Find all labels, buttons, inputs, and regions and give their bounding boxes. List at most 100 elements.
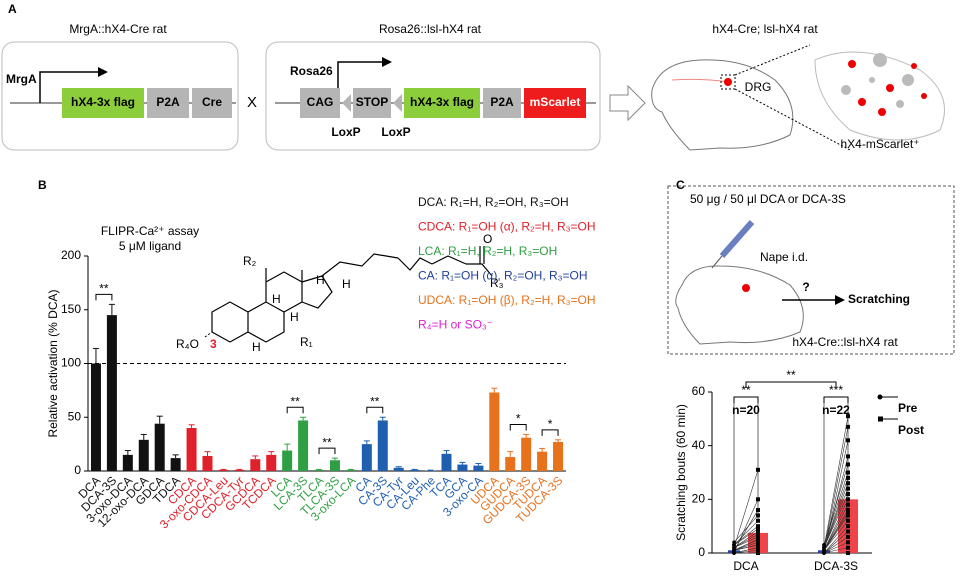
point-pre <box>822 551 826 555</box>
bar <box>170 458 181 471</box>
point-pre <box>732 551 736 555</box>
paired-line <box>733 515 759 543</box>
y-tick-label: 100 <box>61 356 81 370</box>
gene-box <box>192 88 232 118</box>
significance-bracket <box>286 406 304 414</box>
paired-line <box>733 550 759 554</box>
point-post <box>756 551 760 555</box>
gene: STOP <box>356 95 388 109</box>
paired-line <box>733 547 759 554</box>
point-pre <box>822 548 826 553</box>
route: Nape i.d. <box>760 250 808 264</box>
point-post <box>756 529 760 534</box>
paired-line <box>823 440 849 554</box>
structure-label: R₁ <box>300 335 313 349</box>
paired-line <box>733 520 759 546</box>
legend-line: UDCA: R₁=OH (β), R₂=H, R₃=OH <box>418 293 596 307</box>
significance-bracket <box>509 423 527 431</box>
y-tick-label: 20 <box>692 492 706 506</box>
legend-line: CDCA: R₁=OH (α), R₂=H, R₃=OH <box>418 220 596 234</box>
arrow-head <box>382 57 392 67</box>
cross: X <box>247 94 257 111</box>
point-post <box>756 524 760 529</box>
n-label: n=22 <box>822 403 850 417</box>
construct-box <box>1 41 239 151</box>
bar <box>505 457 516 471</box>
legend-label: Post <box>898 423 924 437</box>
gene-box <box>62 88 144 118</box>
paired-line <box>823 499 849 551</box>
bar <box>489 392 500 471</box>
paired-line <box>733 536 759 548</box>
bar <box>441 453 452 471</box>
panel-c: C 50 μg / 50 μl DCA or DCA-3S Nape i.d. … <box>667 178 955 355</box>
significance-label: *** <box>829 383 843 397</box>
panel-letter: C <box>676 178 685 192</box>
structure-label: R₂ <box>243 254 257 268</box>
y-tick-label: 0 <box>698 545 705 559</box>
legend-line: CA: R₁=OH (α), R₂=OH, R₃=OH <box>418 269 588 283</box>
bar <box>186 428 197 471</box>
bar <box>457 464 468 471</box>
point-pre <box>732 548 736 553</box>
paired-line <box>733 499 759 554</box>
point-post <box>756 540 760 545</box>
rat-sketch <box>675 265 804 345</box>
y-tick-label: 60 <box>692 384 706 398</box>
point-post <box>846 545 850 550</box>
paired-line <box>823 488 849 548</box>
paired-line <box>823 531 849 554</box>
paired-line <box>733 469 759 548</box>
significance-bracket <box>541 429 559 436</box>
steroid-structure <box>211 246 493 343</box>
bar <box>154 423 165 471</box>
significance-label: ** <box>99 282 109 296</box>
paired-line <box>823 426 849 551</box>
bar <box>314 469 325 471</box>
bar <box>234 469 245 471</box>
paired-line <box>733 539 759 551</box>
point-post <box>846 534 850 539</box>
drg-label: DRG <box>745 80 772 94</box>
construct-title: Rosa26::lsl-hX4 rat <box>379 22 482 36</box>
point-post <box>756 534 760 539</box>
legend-label: Pre <box>898 401 918 415</box>
gene-box <box>483 88 521 118</box>
outcome: Scratching <box>848 292 910 306</box>
significance-bracket <box>823 396 849 403</box>
y-tick-label: 50 <box>68 409 82 423</box>
legend-line: R₄=H or SO₃⁻ <box>418 318 493 332</box>
point-post <box>846 529 850 534</box>
bar <box>329 460 340 471</box>
dose: 50 μg / 50 μl DCA or DCA-3S <box>690 192 846 206</box>
bar <box>393 467 404 471</box>
point-post <box>756 542 760 547</box>
structure-label: H <box>272 292 281 306</box>
bar <box>361 444 372 471</box>
gene: P2A <box>490 95 514 109</box>
paired-line <box>823 464 849 546</box>
zoom-line <box>734 88 851 151</box>
legend-line: LCA: R₁=H, R₂=H, R₃=OH <box>418 244 557 258</box>
significance-label: ** <box>290 394 300 408</box>
structure-label: H <box>316 273 325 287</box>
bar <box>202 455 213 471</box>
point-post <box>756 518 760 523</box>
paired-line <box>823 504 849 551</box>
rat-label: hX4-Cre::lsl-hX4 rat <box>792 335 898 349</box>
syringe <box>719 220 755 258</box>
significance-label: * <box>516 412 521 426</box>
bar <box>345 469 356 471</box>
bar <box>298 420 309 471</box>
legend-marker <box>877 394 883 400</box>
significance-label: ** <box>741 383 751 397</box>
bar <box>537 451 548 471</box>
bar <box>122 454 133 471</box>
significance-bracket <box>745 381 837 388</box>
point-post <box>756 545 760 550</box>
paired-line <box>733 533 759 548</box>
paired-line <box>823 541 849 554</box>
chart-title: FLIPR-Ca²⁺ assay <box>101 224 199 238</box>
point-post <box>846 540 850 545</box>
